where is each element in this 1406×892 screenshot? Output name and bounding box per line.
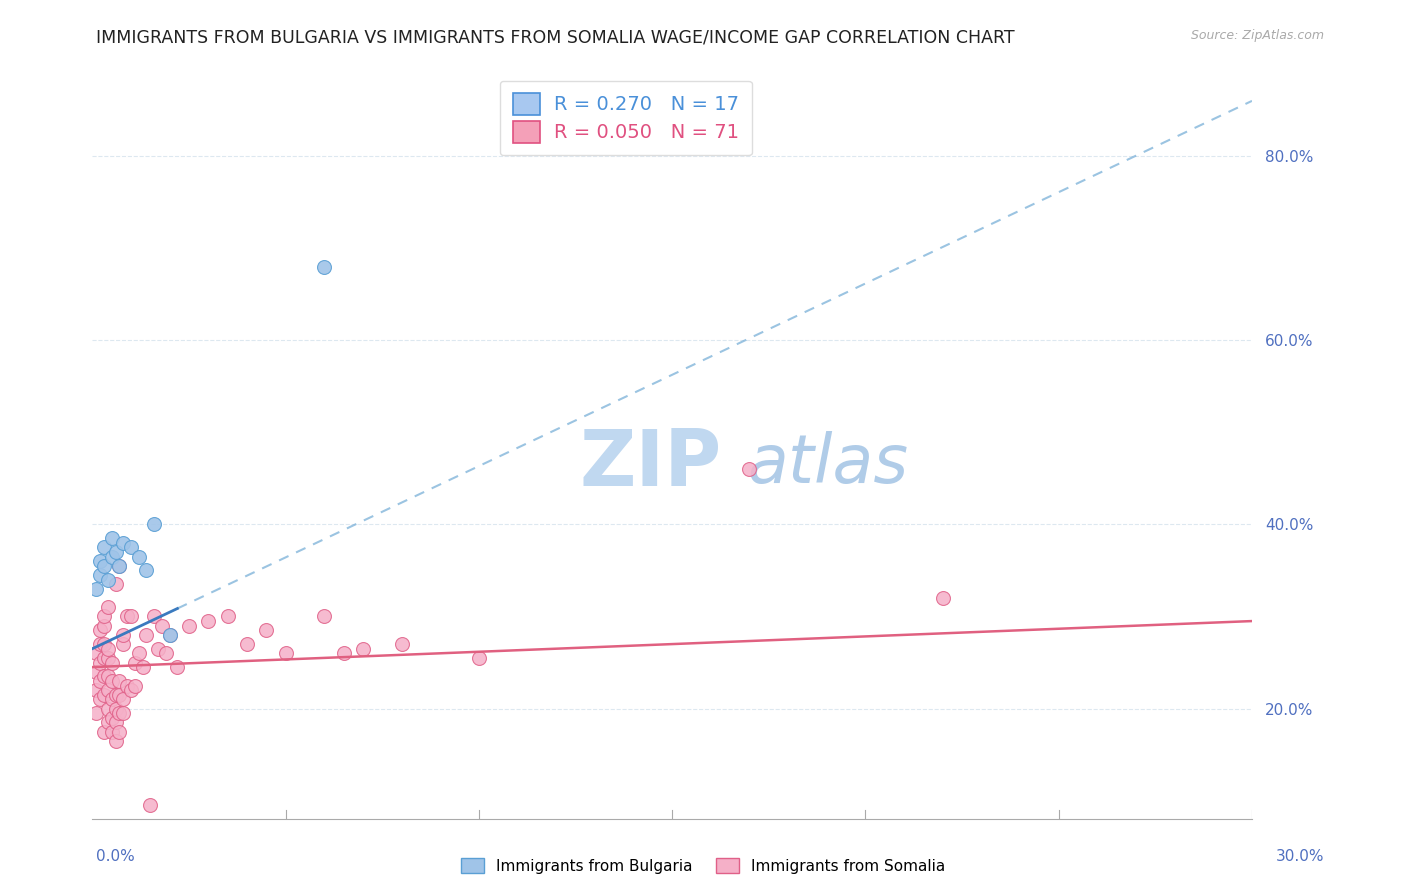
Point xyxy=(97,573,120,587)
Point xyxy=(143,609,166,624)
Point xyxy=(97,683,120,698)
Point xyxy=(89,554,111,568)
Point xyxy=(108,724,131,739)
Point xyxy=(97,669,120,683)
Point xyxy=(93,669,115,683)
Point xyxy=(97,701,120,715)
Point xyxy=(159,628,181,642)
Point xyxy=(738,462,761,476)
Point xyxy=(93,724,115,739)
Point xyxy=(104,701,127,715)
Point xyxy=(93,637,115,651)
Point xyxy=(112,706,135,720)
Point xyxy=(139,798,162,813)
Point xyxy=(84,665,107,679)
Point xyxy=(128,646,150,660)
Point xyxy=(108,673,131,688)
Point xyxy=(100,531,122,545)
Point xyxy=(150,618,173,632)
Point xyxy=(143,517,166,532)
Point xyxy=(159,628,181,642)
Point xyxy=(93,688,115,702)
Point xyxy=(97,641,120,656)
Point xyxy=(100,692,122,706)
Point xyxy=(236,637,259,651)
Point xyxy=(97,651,120,665)
Text: 30.0%: 30.0% xyxy=(1277,849,1324,863)
Text: atlas: atlas xyxy=(748,431,908,497)
Point xyxy=(93,558,115,573)
Point xyxy=(135,628,157,642)
Point xyxy=(84,683,107,698)
Point xyxy=(97,600,120,615)
Point xyxy=(197,614,219,628)
Point xyxy=(274,646,297,660)
Point xyxy=(93,541,115,555)
Point xyxy=(84,646,107,660)
Point xyxy=(314,609,336,624)
Point xyxy=(89,692,111,706)
Point xyxy=(93,651,115,665)
Point xyxy=(352,641,374,656)
Text: ZIP: ZIP xyxy=(579,426,721,502)
Point xyxy=(89,624,111,638)
Point xyxy=(108,706,131,720)
Point xyxy=(93,609,115,624)
Point xyxy=(89,673,111,688)
Point xyxy=(254,624,277,638)
Point xyxy=(115,679,138,693)
Point xyxy=(120,683,142,698)
Point xyxy=(146,641,169,656)
Point xyxy=(166,660,188,674)
Point xyxy=(100,673,122,688)
Point xyxy=(108,558,131,573)
Point xyxy=(93,618,115,632)
Point xyxy=(84,706,107,720)
Point xyxy=(131,660,153,674)
Point xyxy=(115,609,138,624)
Point xyxy=(84,582,107,596)
Point xyxy=(108,688,131,702)
Legend: R = 0.270   N = 17, R = 0.050   N = 71: R = 0.270 N = 17, R = 0.050 N = 71 xyxy=(501,80,752,155)
Point xyxy=(468,651,491,665)
Point xyxy=(120,541,142,555)
Point xyxy=(100,656,122,670)
Point xyxy=(89,637,111,651)
Point xyxy=(112,692,135,706)
Point xyxy=(332,646,354,660)
Point xyxy=(108,558,131,573)
Point xyxy=(391,637,413,651)
Point xyxy=(314,260,336,274)
Point xyxy=(89,656,111,670)
Point xyxy=(135,564,157,578)
Point xyxy=(97,715,120,730)
Point xyxy=(155,646,177,660)
Point xyxy=(112,628,135,642)
Point xyxy=(100,724,122,739)
Point xyxy=(104,577,127,591)
Point xyxy=(124,656,146,670)
Text: Source: ZipAtlas.com: Source: ZipAtlas.com xyxy=(1191,29,1324,42)
Point xyxy=(124,679,146,693)
Point xyxy=(112,637,135,651)
Point xyxy=(128,549,150,564)
Point xyxy=(100,711,122,725)
Point xyxy=(217,609,239,624)
Point xyxy=(120,609,142,624)
Point xyxy=(104,715,127,730)
Point xyxy=(112,536,135,550)
Point xyxy=(104,688,127,702)
Point xyxy=(89,568,111,582)
Legend: Immigrants from Bulgaria, Immigrants from Somalia: Immigrants from Bulgaria, Immigrants fro… xyxy=(456,852,950,880)
Point xyxy=(104,545,127,559)
Point xyxy=(104,733,127,747)
Text: 0.0%: 0.0% xyxy=(96,849,135,863)
Text: IMMIGRANTS FROM BULGARIA VS IMMIGRANTS FROM SOMALIA WAGE/INCOME GAP CORRELATION : IMMIGRANTS FROM BULGARIA VS IMMIGRANTS F… xyxy=(96,29,1014,46)
Point xyxy=(932,591,955,605)
Point xyxy=(177,618,200,632)
Point xyxy=(100,549,122,564)
